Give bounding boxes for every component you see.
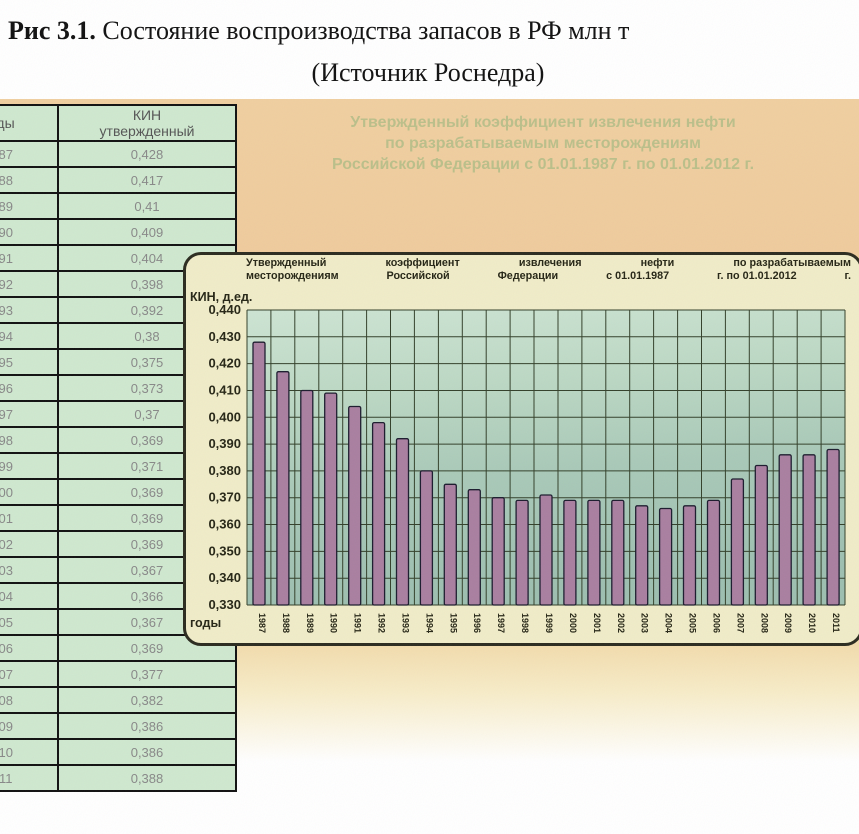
svg-text:0,360: 0,360 <box>208 517 241 532</box>
svg-text:2009: 2009 <box>783 613 793 633</box>
svg-text:1989: 1989 <box>305 613 315 633</box>
svg-text:0,440: 0,440 <box>208 302 241 317</box>
svg-text:2000: 2000 <box>568 613 578 633</box>
svg-text:0,350: 0,350 <box>208 543 241 558</box>
svg-text:годы: годы <box>190 616 221 630</box>
svg-text:0,420: 0,420 <box>208 356 241 371</box>
svg-text:1995: 1995 <box>448 613 458 633</box>
svg-text:1999: 1999 <box>544 613 554 633</box>
svg-text:0,410: 0,410 <box>208 383 241 398</box>
svg-text:1994: 1994 <box>424 613 434 633</box>
svg-text:0,330: 0,330 <box>208 597 241 612</box>
svg-text:0,430: 0,430 <box>208 329 241 344</box>
svg-text:2002: 2002 <box>616 613 626 633</box>
svg-text:2010: 2010 <box>807 613 817 633</box>
svg-text:1988: 1988 <box>281 613 291 633</box>
svg-text:1993: 1993 <box>401 613 411 633</box>
svg-text:2011: 2011 <box>831 613 841 633</box>
svg-text:2003: 2003 <box>640 613 650 633</box>
svg-text:2004: 2004 <box>664 613 674 633</box>
svg-text:2007: 2007 <box>735 613 745 633</box>
svg-text:2006: 2006 <box>711 613 721 633</box>
svg-text:0,390: 0,390 <box>208 436 241 451</box>
svg-text:0,400: 0,400 <box>208 409 241 424</box>
svg-text:0,370: 0,370 <box>208 490 241 505</box>
svg-text:1992: 1992 <box>377 613 387 633</box>
svg-text:2001: 2001 <box>592 613 602 633</box>
svg-text:1987: 1987 <box>257 613 267 633</box>
svg-text:1997: 1997 <box>496 613 506 633</box>
svg-text:0,340: 0,340 <box>208 570 241 585</box>
svg-text:1990: 1990 <box>329 613 339 633</box>
svg-text:2005: 2005 <box>688 613 698 633</box>
svg-text:1991: 1991 <box>353 613 363 633</box>
svg-text:2008: 2008 <box>759 613 769 633</box>
svg-text:0,380: 0,380 <box>208 463 241 478</box>
svg-text:1998: 1998 <box>520 613 530 633</box>
svg-text:1996: 1996 <box>472 613 482 633</box>
